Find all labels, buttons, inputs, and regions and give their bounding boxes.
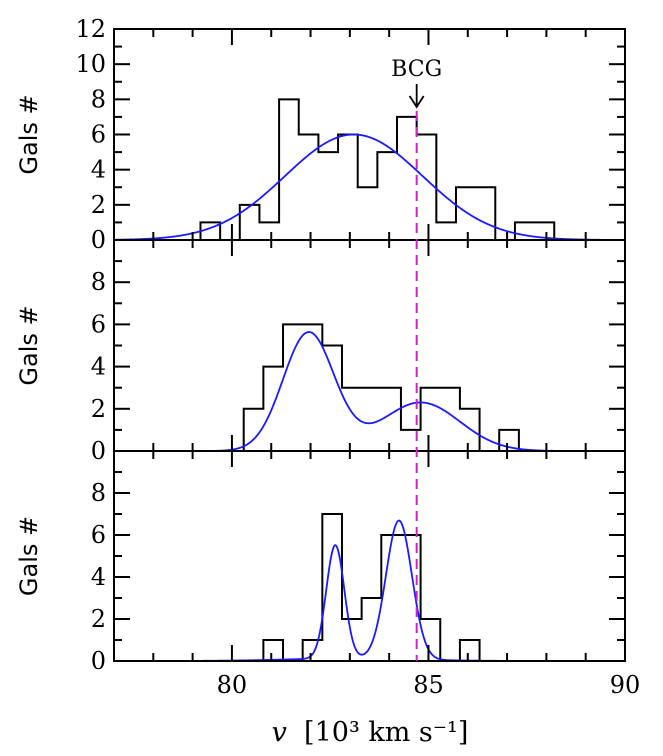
x-axis-units: [10³ km s⁻¹] [287, 717, 468, 748]
y-axis-label: Gals # [15, 94, 43, 174]
y-tick-label: 0 [91, 226, 106, 254]
x-tick-label: 80 [217, 671, 248, 699]
y-tick-label: 8 [91, 268, 106, 296]
y-tick-label: 0 [91, 647, 106, 675]
histogram-outline [242, 323, 520, 452]
panel-frame [113, 28, 626, 241]
x-tick-label: 90 [610, 671, 641, 699]
y-tick-label: 6 [91, 521, 106, 549]
histogram-outline [199, 98, 556, 241]
panel-frame [113, 239, 626, 452]
y-tick-label: 4 [91, 353, 106, 381]
x-tick-label: 85 [413, 671, 444, 699]
y-tick-label: 10 [75, 50, 106, 78]
y-axis-label: Gals # [15, 516, 43, 596]
y-tick-label: 2 [91, 605, 106, 633]
panel-2: 0 2 4 6 8 Gals # [15, 239, 626, 465]
panel-3: 0 2 4 6 8 Gals # [15, 450, 626, 675]
y-tick-label: 2 [91, 191, 106, 219]
x-axis-variable: v [272, 717, 287, 748]
x-axis-label: v [10³ km s⁻¹] [272, 717, 469, 748]
model-curve [114, 331, 625, 452]
y-tick-label: 8 [91, 85, 106, 113]
y-tick-label: 8 [91, 479, 106, 507]
bcg-label: BCG [391, 57, 442, 82]
model-curve [113, 133, 626, 241]
panel-frame [113, 450, 626, 662]
y-tick-label: 4 [91, 563, 106, 591]
y-axis-label: Gals # [15, 305, 43, 385]
y-tick-label: 4 [91, 156, 106, 184]
bcg-arrow-head [408, 95, 425, 109]
y-tick-label: 0 [91, 437, 106, 465]
y-tick-label: 6 [91, 121, 106, 149]
y-tick-label: 2 [91, 395, 106, 423]
panel-1: 0 2 4 6 8 10 12 Gals # [15, 15, 626, 254]
model-curve [114, 519, 625, 662]
y-tick-label: 12 [75, 15, 106, 43]
histogram-outline [262, 513, 481, 662]
y-tick-label: 6 [91, 310, 106, 338]
